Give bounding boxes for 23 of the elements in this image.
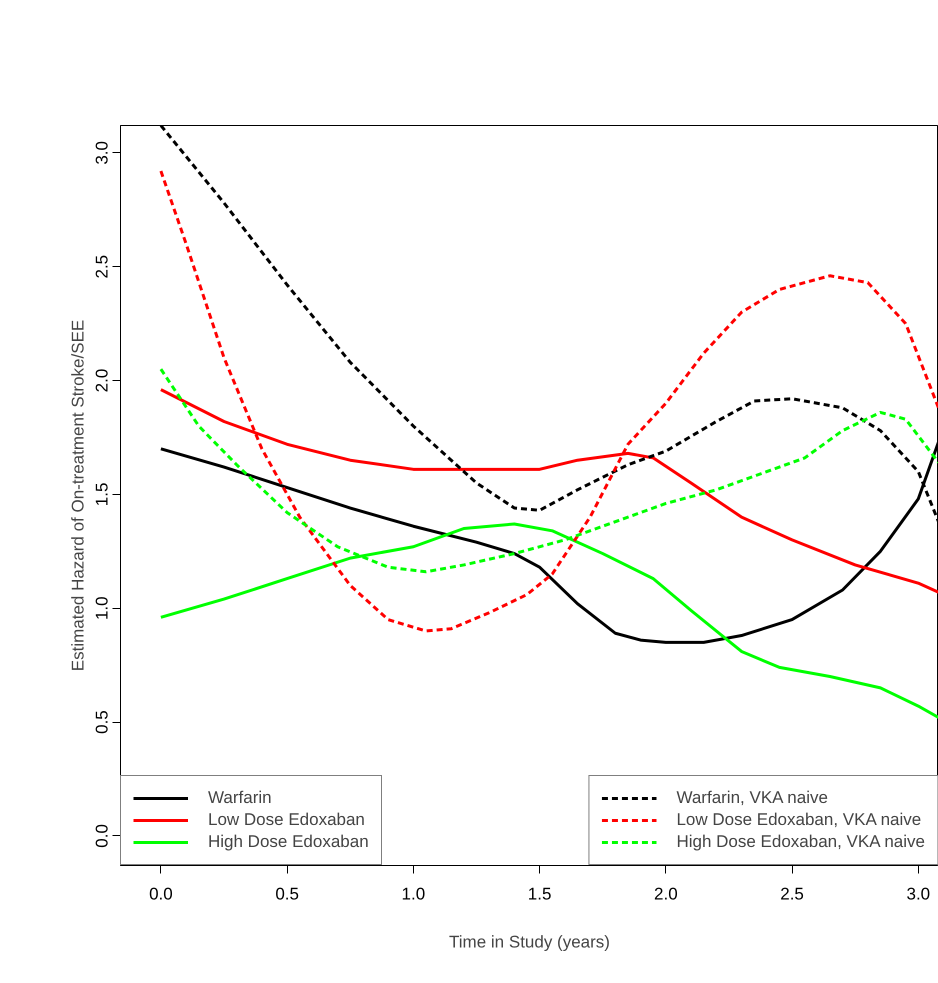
y-axis-title: Estimated Hazard of On-treatment Stroke/SEE — [68, 320, 88, 672]
y-tick-label: 1.0 — [92, 596, 112, 620]
y-tick-label: 3.0 — [92, 141, 112, 165]
line-series — [159, 170, 938, 632]
y-tick-label: 0.0 — [92, 824, 112, 848]
x-tick-label: 2.5 — [780, 884, 804, 904]
x-tick-label: 2.0 — [654, 884, 678, 904]
y-tick-label: 2.0 — [92, 368, 112, 392]
legend-label: High Dose Edoxaban, VKA naive — [676, 832, 925, 852]
x-tick-label: 1.5 — [528, 884, 552, 904]
legend-label: Low Dose Edoxaban — [208, 810, 365, 830]
legend-label: High Dose Edoxaban — [208, 832, 369, 852]
x-tick-label: 1.0 — [402, 884, 426, 904]
legend-label: Warfarin, VKA naive — [676, 788, 828, 808]
legend-label: Warfarin — [208, 788, 272, 808]
legend-label: Low Dose Edoxaban, VKA naive — [676, 810, 922, 830]
y-tick-label: 1.5 — [92, 482, 112, 506]
x-axis-title: Time in Study (years) — [449, 932, 610, 952]
x-tick-label: 0.0 — [149, 884, 173, 904]
y-tick-label: 2.5 — [92, 254, 112, 278]
x-tick-label: 3.0 — [906, 884, 930, 904]
x-tick-label: 0.5 — [275, 884, 299, 904]
y-tick-label: 0.5 — [92, 710, 112, 734]
